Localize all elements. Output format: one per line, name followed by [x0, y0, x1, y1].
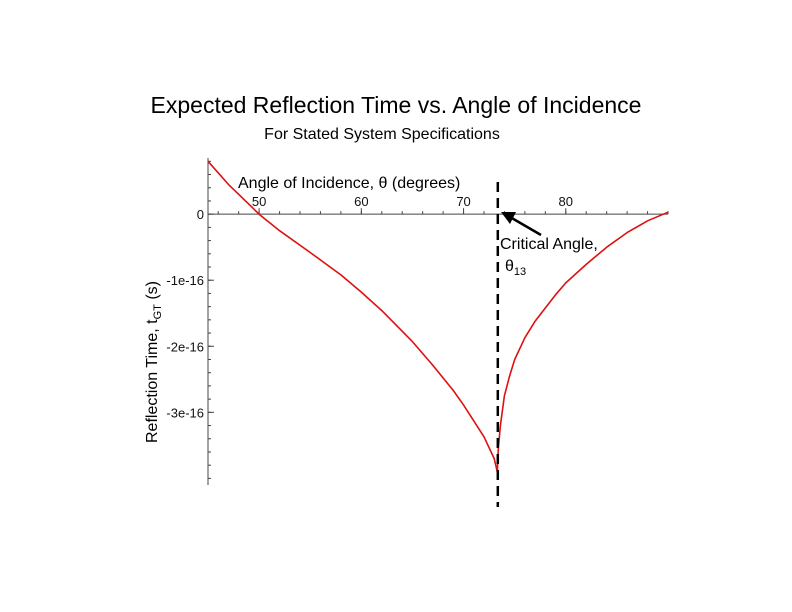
chart-title: Expected Reflection Time vs. Angle of In… — [150, 92, 642, 118]
annotation-symbol-sub: 13 — [514, 266, 526, 278]
x-tick-label: 60 — [354, 194, 368, 209]
y-axis-label-main: Reflection Time, t — [144, 319, 161, 443]
x-ticks: 50 60 70 80 — [217, 194, 669, 215]
y-tick-label: -3e-16 — [166, 405, 204, 420]
y-tick-label: -1e-16 — [166, 273, 204, 288]
annotation-symbol: θ13 — [505, 258, 526, 278]
y-axis-label-unit: (s) — [144, 281, 161, 304]
annotation-arrowhead — [501, 212, 516, 224]
y-ticks: 0 -1e-16 -2e-16 -3e-16 — [166, 160, 214, 479]
annotation-arrow — [509, 215, 542, 237]
y-axis-label: Reflection Time, tGT (s) — [144, 281, 164, 443]
y-tick-label: -2e-16 — [166, 339, 204, 354]
annotation-symbol-theta: θ — [505, 258, 514, 275]
series-line — [207, 160, 669, 473]
x-tick-label: 50 — [252, 194, 266, 209]
y-axis-label-sub: GT — [152, 304, 164, 320]
x-tick-label: 70 — [456, 194, 470, 209]
x-tick-label: 80 — [559, 194, 573, 209]
annotation-text: Critical Angle, — [500, 236, 598, 253]
y-tick-label: 0 — [197, 207, 204, 222]
x-axis-label: Angle of Incidence, θ (degrees) — [238, 175, 460, 192]
critical-angle-annotation: Critical Angle, θ13 — [500, 212, 598, 278]
series-group — [207, 160, 669, 473]
axes — [207, 158, 668, 485]
chart-subtitle: For Stated System Specifications — [264, 126, 500, 143]
